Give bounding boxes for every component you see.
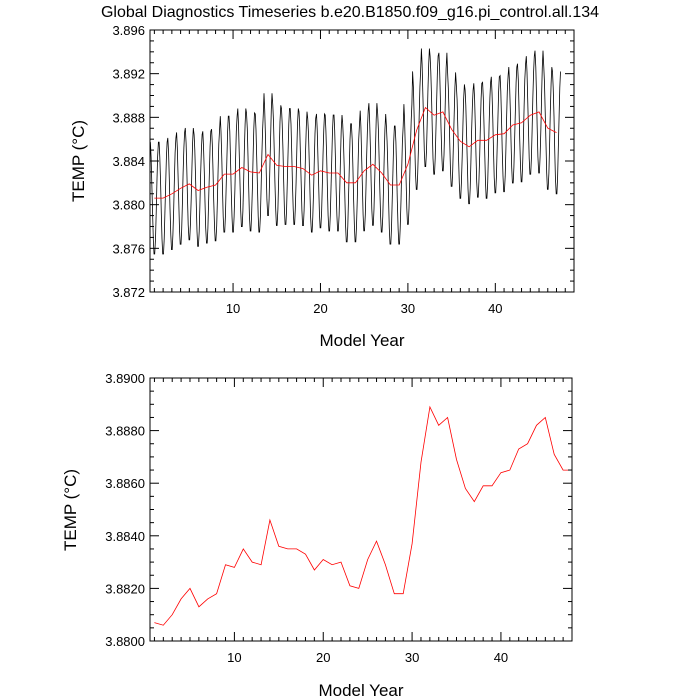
bottom-x-tick-label: 20 bbox=[316, 650, 330, 665]
bottom-y-tick-label: 3.8840 bbox=[105, 529, 145, 544]
bottom-y-tick-label: 3.8900 bbox=[105, 371, 145, 386]
bottom-y-tick-label: 3.8800 bbox=[105, 634, 145, 649]
bottom-y-tick-label: 3.8880 bbox=[105, 424, 145, 439]
top-y-tick-label: 3.888 bbox=[112, 110, 145, 125]
top-y-tick-label: 3.880 bbox=[112, 198, 145, 213]
top-y-tick-label: 3.892 bbox=[112, 67, 145, 82]
top-y-axis-label: TEMP (°C) bbox=[69, 120, 88, 202]
top-panel: 10 20 30 40 3.872 3.876 3.880 3.884 3.888 3.892 3.… bbox=[69, 23, 575, 350]
bottom-panel: 10 20 30 40 3.8800 3.8820 3.8840 3.8860 3.8880 3.… bbox=[61, 371, 573, 700]
bottom-y-tick-label: 3.8820 bbox=[105, 581, 145, 596]
bottom-x-tick-label: 40 bbox=[494, 650, 508, 665]
bottom-y-tick-label: 3.8860 bbox=[105, 476, 145, 491]
bottom-y-axis-label: TEMP (°C) bbox=[61, 469, 80, 551]
top-y-tick-label: 3.872 bbox=[112, 285, 145, 300]
top-x-tick-label: 10 bbox=[226, 301, 240, 316]
bottom-x-tick-label: 30 bbox=[405, 650, 419, 665]
bottom-x-axis-label: Model Year bbox=[318, 681, 403, 700]
chart-title: Global Diagnostics Timeseries b.e20.B185… bbox=[101, 4, 599, 21]
top-y-tick-label: 3.896 bbox=[112, 23, 145, 38]
top-y-tick-label: 3.876 bbox=[112, 241, 145, 256]
bottom-x-tick-label: 10 bbox=[227, 650, 241, 665]
top-x-tick-label: 30 bbox=[401, 301, 415, 316]
bottom-annual-series-line bbox=[154, 405, 572, 626]
top-x-tick-label: 40 bbox=[488, 301, 502, 316]
top-monthly-series-line bbox=[150, 48, 561, 255]
bottom-plot-frame bbox=[149, 377, 573, 642]
top-y-tick-label: 3.884 bbox=[112, 154, 145, 169]
top-x-axis-label: Model Year bbox=[319, 331, 404, 350]
top-x-tick-label: 20 bbox=[313, 301, 327, 316]
